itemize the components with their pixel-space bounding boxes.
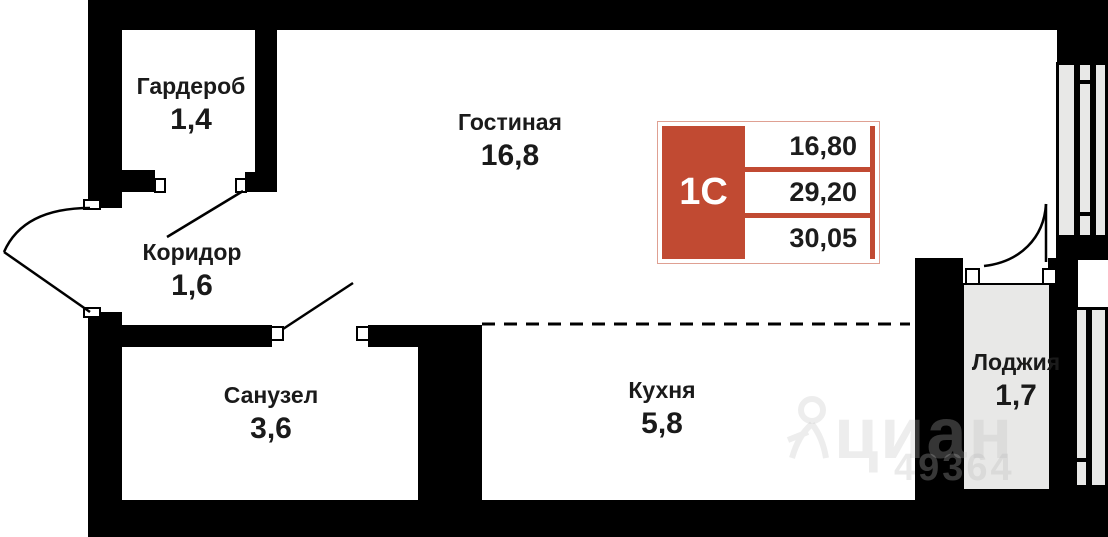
- room-label-wardrobe: Гардероб 1,4: [137, 72, 246, 137]
- room-label-kitchen: Кухня 5,8: [628, 376, 695, 441]
- living-area-value: 16,80: [745, 126, 870, 167]
- apartment-area-value: 29,20: [745, 172, 870, 213]
- window-dividers: [1075, 80, 1092, 462]
- apartment-type-badge: 1С: [679, 171, 728, 213]
- window-panel: [1078, 63, 1092, 237]
- room-label-living: Гостиная 16,8: [458, 108, 562, 173]
- room-name: Гостиная: [458, 109, 562, 135]
- window-panel: [1090, 308, 1107, 487]
- window-transom: [1078, 212, 1092, 216]
- jamb-entrance-top: [83, 199, 101, 210]
- wall-wardrobe-divider: [255, 30, 277, 172]
- room-area: 1,7: [995, 379, 1037, 412]
- loggia-door-arc: [983, 203, 1048, 268]
- door-swings: [2, 189, 1048, 331]
- wall-top-right-block: [1057, 0, 1108, 62]
- wall-wardrobe-stub: [122, 170, 155, 192]
- wall-bathroom-top-right: [368, 325, 482, 347]
- entrance-door-arc: [2, 206, 91, 253]
- room-name: Лоджия: [971, 349, 1061, 375]
- window-panel: [1075, 308, 1088, 487]
- room-area: 5,8: [641, 407, 683, 440]
- total-area-value: 30,05: [745, 218, 870, 259]
- window-transom: [1078, 80, 1092, 84]
- wall-kitchen-loggia: [915, 258, 963, 500]
- room-area: 3,6: [250, 412, 292, 445]
- bathroom-door-leaf: [282, 281, 354, 331]
- wall-bottom: [88, 500, 970, 537]
- jamb-loggia-left: [965, 268, 980, 285]
- apartment-info-inner: 1С 16,80 29,20 30,05: [662, 126, 875, 259]
- room-name: Кухня: [628, 377, 696, 403]
- wall-left-upper: [88, 30, 122, 208]
- wall-bathroom-top-left: [122, 325, 272, 347]
- room-area: 1,6: [171, 269, 213, 302]
- wall-left-lower: [88, 312, 122, 537]
- jamb-bathroom-right: [356, 326, 370, 341]
- entrance-door-leaf: [3, 250, 91, 314]
- wall-wardrobe-divider-foot: [245, 172, 277, 192]
- jamb-bathroom-left: [270, 326, 284, 341]
- apartment-info-box: 1С 16,80 29,20 30,05: [657, 121, 880, 264]
- door-jambs: [83, 178, 1057, 341]
- room-label-loggia: Лоджия 1,7: [972, 348, 1060, 413]
- room-label-bathroom: Санузел 3,6: [224, 381, 319, 446]
- jamb-wardrobe-left: [154, 178, 166, 193]
- room-name: Санузел: [223, 382, 319, 408]
- wall-bottom-right: [950, 488, 1108, 537]
- window-transom: [1075, 458, 1088, 462]
- window-panel: [1094, 63, 1107, 237]
- apartment-areas: 16,80 29,20 30,05: [745, 126, 875, 259]
- wall-loggia-right: [1048, 258, 1078, 490]
- jamb-loggia-right: [1042, 268, 1057, 285]
- window-panel: [1057, 63, 1076, 237]
- room-name: Гардероб: [136, 73, 246, 99]
- loggia-floor: [962, 283, 1051, 491]
- wardrobe-door-leaf: [166, 189, 244, 239]
- jamb-wardrobe-right: [235, 178, 247, 193]
- loggia-and-windows: [962, 63, 1107, 491]
- wall-top: [88, 0, 1057, 30]
- room-area: 16,8: [480, 139, 540, 172]
- room-area: 1,4: [170, 103, 212, 136]
- room-label-corridor: Коридор 1,6: [143, 238, 242, 303]
- jamb-entrance-bottom: [83, 307, 101, 318]
- room-name: Коридор: [142, 239, 242, 265]
- wall-shaft-block: [418, 347, 482, 500]
